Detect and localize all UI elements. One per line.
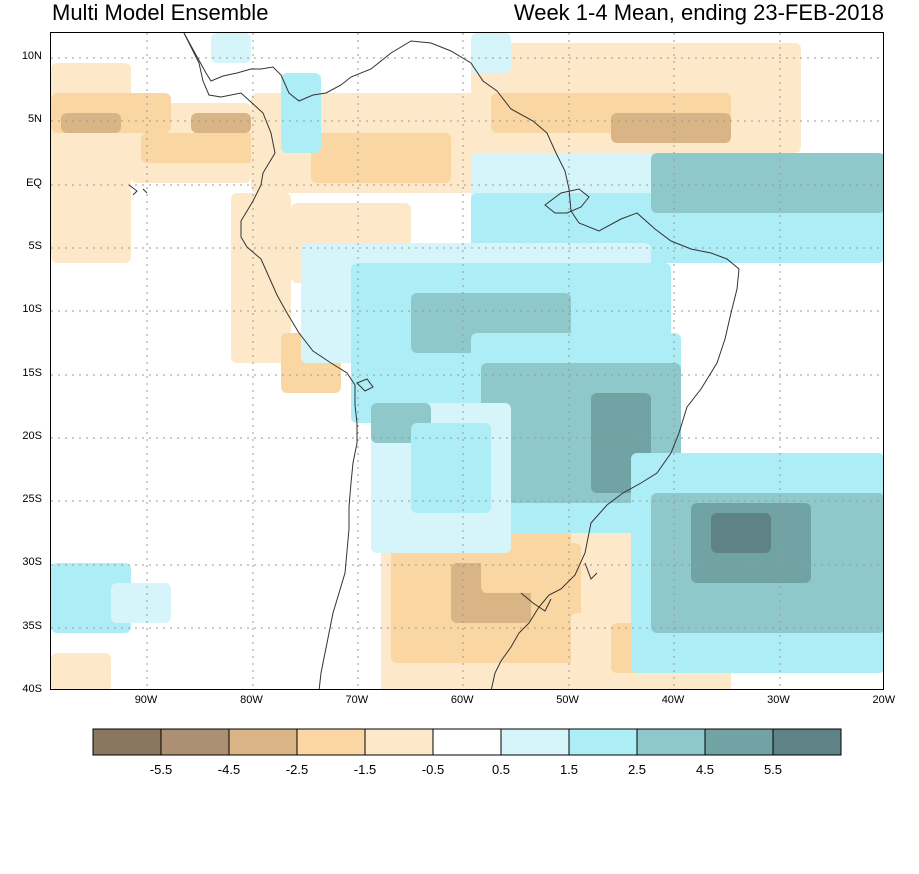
longitude-label: 90W bbox=[134, 694, 158, 706]
colorbar-label: 1.5 bbox=[559, 762, 579, 777]
colorbar-label: 4.5 bbox=[695, 762, 715, 777]
anomaly-cell-neg_1 bbox=[231, 193, 291, 363]
colorbar-segment bbox=[228, 728, 298, 756]
colorbar-label: -0.5 bbox=[421, 762, 445, 777]
longitude-label: 20W bbox=[872, 694, 896, 706]
latitude-label: 30S bbox=[22, 556, 42, 569]
anomaly-cell-neg_2 bbox=[311, 133, 451, 183]
map-panel bbox=[50, 32, 884, 690]
anomaly-cell-neg_1 bbox=[51, 653, 111, 689]
longitude-label: 40W bbox=[661, 694, 685, 706]
colorbar bbox=[92, 728, 842, 756]
colorbar-segment bbox=[568, 728, 638, 756]
coastline-layer bbox=[128, 33, 740, 689]
anomaly-cell-pos_2 bbox=[411, 423, 491, 513]
colorbar-segment bbox=[432, 728, 502, 756]
latitude-label: 35S bbox=[22, 619, 42, 632]
latitude-label: 10N bbox=[21, 50, 42, 62]
anomaly-cell-pos_1 bbox=[471, 33, 511, 73]
colorbar-segment bbox=[92, 728, 162, 756]
colorbar-segment bbox=[636, 728, 706, 756]
latitude-label: 5N bbox=[27, 113, 42, 126]
anomaly-cell-pos_2 bbox=[281, 73, 321, 153]
latitude-label: 25S bbox=[22, 493, 42, 506]
graticule-layer bbox=[51, 33, 883, 689]
latitude-label: 20S bbox=[22, 429, 42, 442]
colorbar-label: 5.5 bbox=[763, 762, 783, 777]
colorbar-label: -4.5 bbox=[217, 762, 241, 777]
west-coastline bbox=[183, 33, 358, 689]
colorbar-label: -1.5 bbox=[353, 762, 377, 777]
anomaly-cell-pos_3 bbox=[651, 153, 883, 213]
south-america-coastline bbox=[183, 33, 740, 689]
latitude-label: 15S bbox=[22, 366, 42, 379]
colorbar-label: -2.5 bbox=[285, 762, 309, 777]
anomaly-cell-pos_5 bbox=[711, 513, 771, 553]
longitude-label: 60W bbox=[450, 694, 474, 706]
colorbar-segment bbox=[296, 728, 366, 756]
latitude-label: 10S bbox=[22, 303, 42, 316]
colorbar-segment bbox=[772, 728, 842, 756]
rio-de-la-plata bbox=[520, 592, 552, 612]
colorbar-segment bbox=[160, 728, 230, 756]
lagoa-dos-patos bbox=[584, 562, 598, 580]
lake-titicaca bbox=[356, 378, 374, 392]
longitude-label: 80W bbox=[240, 694, 263, 706]
galapagos-islands bbox=[128, 184, 148, 196]
latitude-label: EQ bbox=[26, 176, 42, 189]
colorbar-segment bbox=[364, 728, 434, 756]
colorbar-segment bbox=[500, 728, 570, 756]
anomaly-cell-pos_1 bbox=[111, 583, 171, 623]
anomaly-cell-neg_3 bbox=[611, 113, 731, 143]
longitude-label: 70W bbox=[345, 694, 369, 706]
latitude-label: 5S bbox=[28, 239, 42, 252]
anomaly-field-layer bbox=[51, 33, 883, 689]
anomaly-map bbox=[51, 33, 883, 689]
longitude-label: 50W bbox=[556, 694, 579, 706]
longitude-label: 30W bbox=[767, 694, 790, 706]
latitude-label: 40S bbox=[22, 683, 42, 695]
marajo-island bbox=[544, 188, 590, 214]
anomaly-cell-neg_3 bbox=[61, 113, 121, 133]
anomaly-cell-neg_3 bbox=[191, 113, 251, 133]
colorbar-label: 2.5 bbox=[627, 762, 647, 777]
colorbar-label: -5.5 bbox=[149, 762, 173, 777]
anomaly-cell-pos_1 bbox=[211, 33, 251, 63]
colorbar-segment bbox=[704, 728, 774, 756]
colorbar-label: 0.5 bbox=[491, 762, 511, 777]
anomaly-cell-neg_2 bbox=[141, 133, 261, 163]
map-date-title: Week 1-4 Mean, ending 23-FEB-2018 bbox=[513, 0, 884, 25]
map-title: Multi Model Ensemble bbox=[52, 0, 269, 25]
